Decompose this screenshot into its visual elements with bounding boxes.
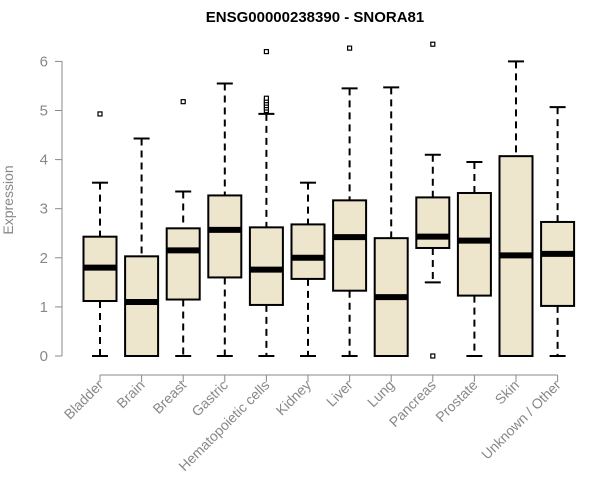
boxes <box>82 41 576 359</box>
box <box>290 223 326 280</box>
outlier-point <box>430 41 436 47</box>
outlier-point <box>97 111 103 117</box>
box <box>332 199 368 292</box>
x-tick-label: Kidney <box>273 377 315 419</box>
x-tick-label: Prostate <box>432 377 480 425</box>
box-group <box>82 111 118 357</box>
box-group <box>207 82 243 357</box>
box <box>540 220 576 307</box>
outlier-point <box>430 353 436 359</box>
outlier-point <box>263 48 269 55</box>
x-tick-label: Lung <box>364 377 397 410</box>
y-tick-label: 3 <box>40 201 48 218</box>
y-tick-label: 4 <box>40 152 48 169</box>
box <box>248 226 284 306</box>
box <box>456 191 492 297</box>
box-group <box>165 99 201 357</box>
box-group <box>456 161 492 357</box>
x-tick-label: Breast <box>149 377 189 417</box>
box-group <box>415 41 451 359</box>
box-group <box>373 86 409 357</box>
box <box>165 227 201 301</box>
outlier-point <box>347 45 353 51</box>
box-group <box>290 181 326 357</box>
x-tick-label: Brain <box>113 377 147 411</box>
axes: 0 1 2 3 4 5 6 <box>40 53 559 382</box>
y-axis-label: Expression <box>0 165 16 234</box>
y-tick-label: 0 <box>40 348 48 365</box>
x-tick-label: Skin <box>492 377 523 408</box>
x-tick-label: Liver <box>323 377 356 410</box>
y-tick-label: 6 <box>40 53 48 70</box>
box-group <box>124 137 160 357</box>
box-group <box>498 60 534 357</box>
x-tick-label: Unknown / Other <box>478 377 564 463</box>
box <box>124 255 160 357</box>
box-group <box>332 45 368 357</box>
y-tick-label: 5 <box>40 103 48 120</box>
box <box>207 194 243 279</box>
chart-title: ENSG00000238390 - SNORA81 <box>206 9 424 26</box>
outlier-point <box>180 99 186 105</box>
y-tick-label: 1 <box>40 299 48 316</box>
outlier-point <box>263 95 269 101</box>
box-group <box>540 106 576 357</box>
box-group <box>248 48 284 357</box>
x-tick-label: Bladder <box>61 377 107 423</box>
y-tick-label: 2 <box>40 250 48 267</box>
box <box>415 196 451 249</box>
